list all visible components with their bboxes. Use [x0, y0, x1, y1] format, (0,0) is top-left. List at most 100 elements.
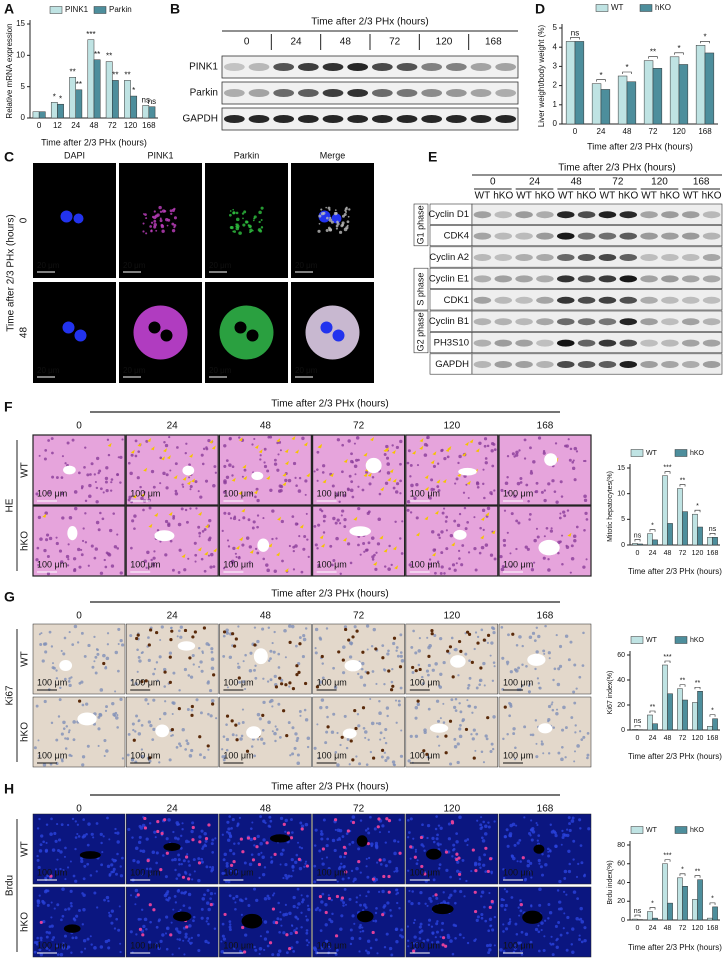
- cell-nucleus: [462, 936, 465, 939]
- positive-nucleus: [346, 829, 350, 833]
- cell-nucleus: [210, 647, 214, 651]
- cell-nucleus: [280, 924, 283, 927]
- signal: [253, 215, 257, 219]
- cell-nucleus: [238, 898, 243, 902]
- cell-nucleus: [240, 913, 244, 916]
- cell-nucleus: [366, 950, 371, 955]
- cell-nucleus: [463, 506, 467, 510]
- cell-nucleus: [195, 507, 198, 510]
- mitosis-arrow: [235, 545, 240, 550]
- cell-nucleus: [45, 841, 48, 844]
- cell-nucleus: [251, 443, 254, 446]
- cell-nucleus: [360, 667, 364, 671]
- cell-nucleus: [172, 515, 176, 518]
- cell-nucleus: [200, 907, 204, 911]
- cell-nucleus: [171, 953, 174, 956]
- cell-nucleus: [562, 705, 566, 710]
- cell-nucleus: [367, 890, 370, 894]
- cell-nucleus: [119, 697, 123, 701]
- mitosis-arrow: [303, 442, 308, 447]
- positive-nucleus: [152, 908, 156, 912]
- y-tick-label: 20: [617, 702, 625, 709]
- cell-nucleus: [81, 923, 84, 926]
- cell-nucleus: [527, 500, 530, 503]
- cell-nucleus: [100, 841, 103, 845]
- cell-nucleus: [71, 643, 75, 647]
- cell-nucleus: [155, 861, 158, 865]
- cell-nucleus: [571, 816, 575, 820]
- cell-nucleus: [399, 654, 403, 658]
- positive-nucleus: [489, 857, 493, 861]
- cell-nucleus: [521, 685, 524, 688]
- cell-nucleus: [407, 945, 410, 948]
- cell-nucleus: [244, 688, 247, 691]
- cell-nucleus: [426, 836, 429, 840]
- cell-nucleus: [428, 918, 432, 922]
- cell-nucleus: [297, 902, 301, 906]
- cell-nucleus: [201, 651, 204, 655]
- cell-nucleus: [530, 819, 533, 822]
- cell-nucleus: [537, 436, 542, 440]
- cell-nucleus: [572, 459, 575, 462]
- cell-nucleus: [97, 744, 100, 747]
- legend-label: hKO: [690, 827, 705, 834]
- cell-nucleus: [76, 832, 79, 836]
- cell-nucleus: [277, 652, 281, 656]
- cell-nucleus: [35, 492, 39, 496]
- cell-nucleus: [114, 859, 118, 862]
- scale-bar-label: 100 μm: [37, 940, 67, 950]
- cell-nucleus: [493, 489, 496, 492]
- cell-nucleus: [97, 715, 101, 719]
- cell-nucleus: [276, 917, 280, 921]
- cell-nucleus: [187, 860, 190, 863]
- cell-nucleus: [435, 699, 440, 703]
- cell-nucleus: [407, 869, 410, 872]
- cell-nucleus: [130, 453, 134, 457]
- genotype-label: hKO: [618, 191, 638, 202]
- cell-nucleus: [134, 730, 137, 733]
- genotype-label: WT: [641, 191, 657, 202]
- x-tick-label: 24: [71, 121, 80, 130]
- cell-nucleus: [304, 822, 309, 827]
- signal: [329, 216, 332, 219]
- band: [396, 63, 418, 71]
- cell-nucleus: [505, 890, 509, 893]
- cell-nucleus: [295, 940, 299, 944]
- cell-nucleus: [207, 643, 211, 647]
- cell-nucleus: [269, 435, 273, 439]
- cell-nucleus: [418, 925, 422, 929]
- cell-nucleus: [61, 914, 65, 918]
- cell-nucleus: [348, 763, 351, 766]
- positive-nucleus: [183, 628, 188, 633]
- cell-nucleus: [470, 870, 473, 873]
- significance-bracket: [700, 40, 710, 44]
- cell-nucleus: [359, 871, 362, 874]
- positive-nucleus: [476, 641, 480, 645]
- cell-nucleus: [427, 663, 431, 668]
- cell-nucleus: [558, 664, 563, 668]
- cell-nucleus: [90, 832, 94, 836]
- cell-nucleus: [177, 930, 182, 935]
- blot-strip: [471, 332, 723, 354]
- cell-nucleus: [341, 470, 344, 474]
- cell-nucleus: [559, 933, 563, 937]
- signal: [330, 220, 334, 224]
- cell-nucleus: [249, 837, 253, 842]
- cell-nucleus: [138, 659, 142, 663]
- cell-nucleus: [524, 932, 529, 936]
- cell-nucleus: [557, 907, 561, 911]
- cell-nucleus: [483, 437, 488, 441]
- cell-nucleus: [72, 720, 76, 724]
- cell-nucleus: [570, 557, 575, 561]
- row-title: Time after 2/3 PHx (hours): [6, 214, 17, 331]
- cell-nucleus: [437, 719, 441, 723]
- cell-nucleus: [482, 863, 486, 867]
- cell-nucleus: [230, 827, 233, 830]
- y-tick-label: 20: [617, 898, 625, 905]
- cell-nucleus: [426, 755, 430, 759]
- cell-nucleus: [509, 552, 512, 555]
- band: [297, 89, 319, 97]
- bar: [637, 543, 643, 546]
- bar: [632, 729, 638, 731]
- genotype-label: hKO: [577, 191, 597, 202]
